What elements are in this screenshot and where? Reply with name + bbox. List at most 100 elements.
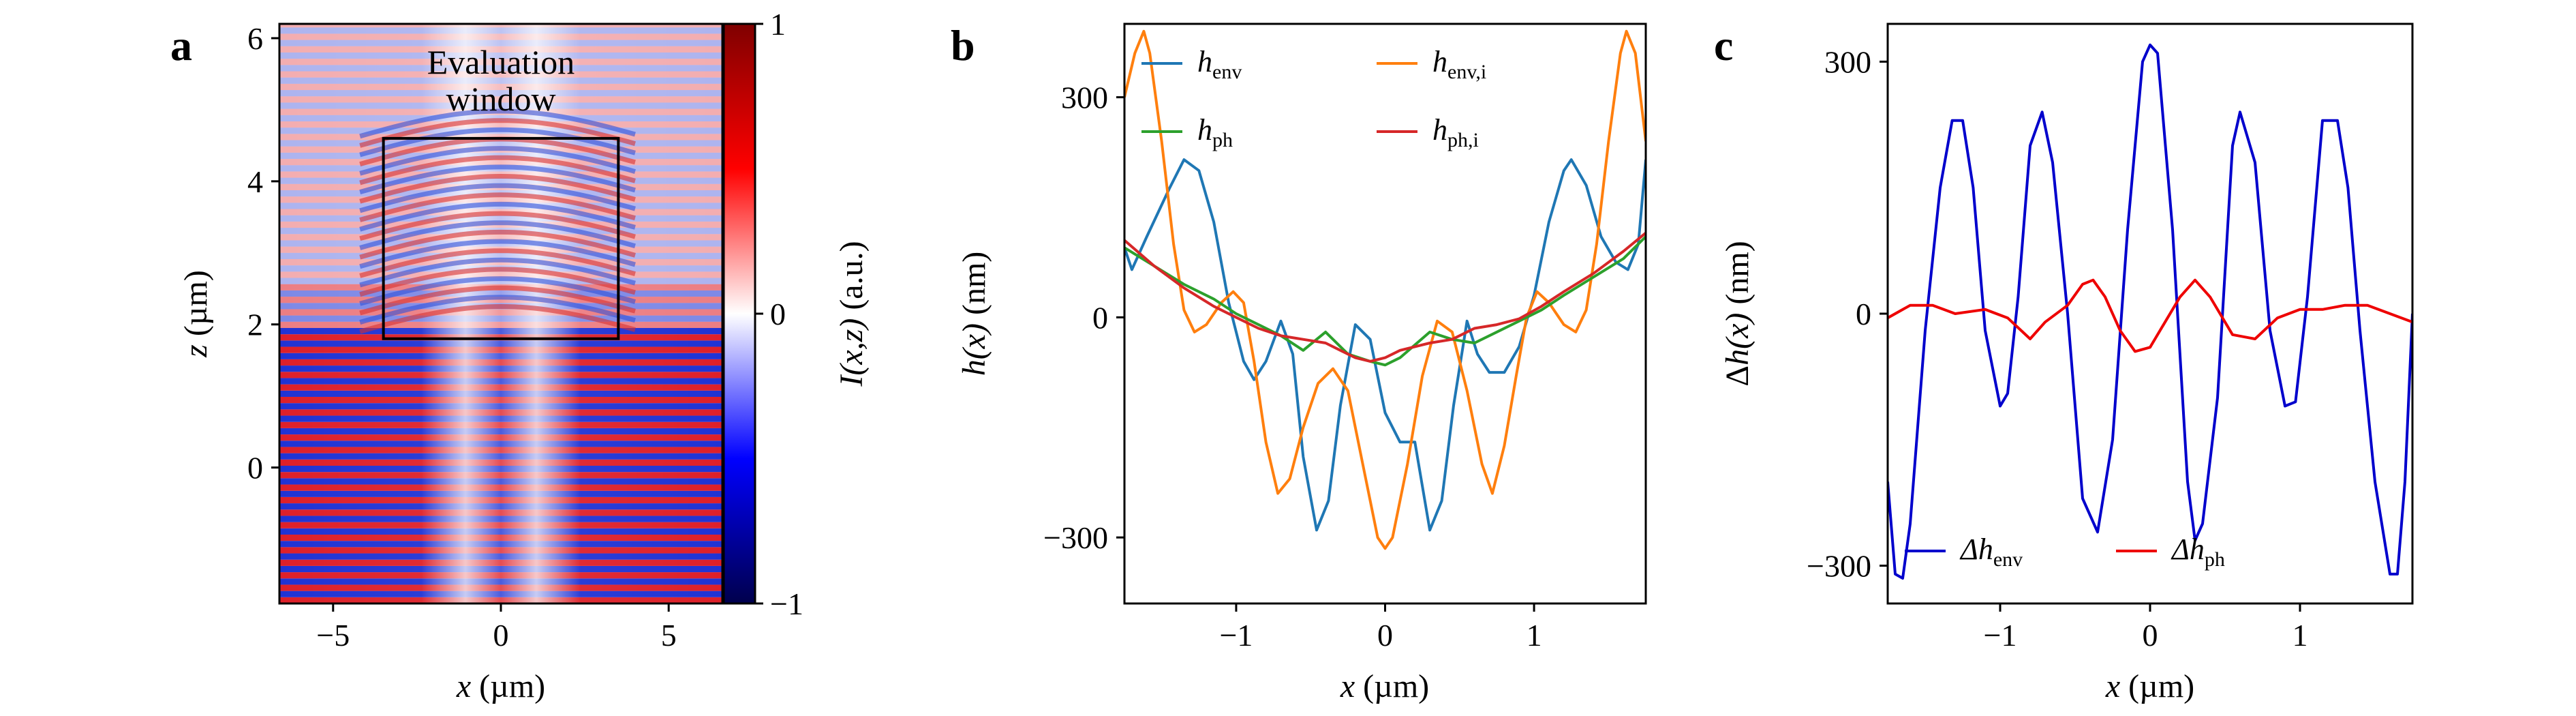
heatmap (279, 24, 722, 603)
series-line-Δh_env (1888, 43, 2412, 580)
panel-c-ylabel-var: h (1719, 349, 1755, 366)
legend-label: Δhph (2171, 533, 2225, 571)
series-line-h_env (1124, 158, 1646, 532)
heatmap-curved-fringe (359, 295, 636, 325)
panel-b-frame (1123, 23, 1647, 605)
panel-a-ylabel-var: z (178, 344, 214, 358)
colorbar-label-args: (x,z) (833, 318, 870, 376)
ytick-label: 300 (1061, 80, 1108, 115)
heatmap-curved-fringe (359, 155, 636, 185)
ytick-label: 0 (1092, 300, 1108, 335)
panel-c-ylabel-unit: (nm) (1719, 241, 1755, 312)
panel-a-xlabel: x (µm) (456, 668, 545, 704)
heatmap-curved-fringe (359, 285, 636, 316)
annotation-line-1: Evaluation (427, 43, 575, 81)
legend-label: henv (1197, 45, 1242, 83)
colorbar-label-unit: (a.u.) (833, 241, 870, 318)
heatmap-curved-fringe (359, 229, 636, 260)
panel-a: a Evaluation window −5 0 5 0 2 4 6 x (µm) z (µ… (170, 7, 870, 704)
panel-a-ytick-label: 6 (247, 21, 263, 56)
panel-b-xlabel-unit: (µm) (1355, 668, 1429, 704)
heatmap-curved-fringe (359, 201, 636, 232)
heatmap-curved-fringe (359, 127, 636, 158)
panel-c-ylabel-delta: Δ (1719, 366, 1755, 387)
ytick-label: −300 (1807, 549, 1871, 584)
panel-c-xlabel-var: x (2105, 668, 2120, 704)
heatmap-curved-fringe (359, 276, 636, 306)
xtick-label: −1 (1219, 618, 1253, 653)
colorbar-label: I(x,z) (a.u.) (833, 241, 870, 387)
colorbar-label-i: I (833, 374, 870, 387)
panel-a-ylabel: z (µm) (178, 270, 214, 358)
heatmap-curved-fringe (359, 257, 636, 288)
xtick-label: 1 (1527, 618, 1542, 653)
panel-a-xlabel-unit: (µm) (471, 668, 545, 704)
heatmap-curved-fringe (359, 108, 636, 139)
panel-a-ytick-label: 0 (247, 451, 263, 486)
panel-b-ylabel: h(x) (nm) (956, 252, 992, 376)
heatmap-curved-fringe (359, 164, 636, 194)
panel-b-xlabel-var: x (1340, 668, 1355, 704)
legend-label: hph (1197, 113, 1233, 151)
panel-b-ylabel-unit: (nm) (956, 252, 992, 323)
heatmap-curved-fringe (359, 173, 636, 204)
panel-a-ytick-label: 4 (247, 164, 263, 199)
panel-a-ytick-label: 2 (247, 308, 263, 342)
series-line-h_ph (1124, 235, 1646, 367)
ytick-label: 300 (1824, 44, 1871, 79)
colorbar-tick-label: −1 (770, 586, 803, 621)
legend-label: henv,i (1432, 45, 1486, 83)
panel-a-ylabel-unit: (µm) (178, 270, 214, 344)
heatmap-curved-fringe (359, 192, 636, 222)
heatmap-curved-fringe (359, 211, 636, 241)
colorbar-ticks: 1 0 −1 (755, 7, 803, 621)
panel-c-series (1888, 43, 2412, 580)
ytick-label: 0 (1856, 297, 1871, 331)
legend-label: hph,i (1432, 113, 1479, 151)
panel-a-xlabel-var: x (456, 668, 471, 704)
heatmap-curved-fringe (359, 118, 636, 148)
panel-b-series (1124, 29, 1646, 550)
heatmap-curved-fringes (359, 108, 636, 334)
panel-b-xlabel: x (µm) (1340, 668, 1429, 704)
series-line-h_env,i (1124, 29, 1646, 550)
series-line-h_ph,i (1124, 232, 1646, 363)
panel-c-ylabel: Δh(x) (nm) (1719, 241, 1755, 386)
panel-c-xlabel-unit: (µm) (2120, 668, 2194, 704)
panel-b-ylabel-var: h (956, 359, 992, 376)
heatmap-curved-fringe (359, 220, 636, 250)
panel-a-label: a (170, 21, 192, 70)
panel-b-ylabel-args: (x) (956, 323, 992, 359)
panel-c-xlabel: x (µm) (2105, 668, 2194, 704)
xtick-label: −1 (1984, 618, 2017, 653)
heatmap-curved-fringe (359, 146, 636, 176)
panel-b-axes: −1 0 1 −300 0 300 (1043, 80, 1542, 653)
panel-a-axes: −5 0 5 0 2 4 6 (247, 21, 677, 653)
heatmap-curved-fringe (359, 183, 636, 213)
xtick-label: 1 (2293, 618, 2308, 653)
panel-a-xtick-label: −5 (316, 618, 350, 653)
evaluation-window-box (382, 136, 620, 340)
heatmap-curved-fringe (359, 239, 636, 269)
annotation-line-2: window (446, 80, 555, 118)
series-line-Δh_ph (1888, 278, 2412, 353)
panel-c-ylabel-args: (x) (1719, 313, 1755, 349)
panel-b-legend: henv henv,i hph hph,i (1141, 45, 1486, 151)
ytick-label: −300 (1043, 520, 1108, 555)
panel-c: c −1 0 1 −300 0 300 Δhenv Δhph x (µm) Δh(x) (n… (1714, 21, 2414, 704)
colorbar-tick-label: 1 (770, 7, 786, 42)
panel-a-xtick-label: 5 (661, 618, 677, 653)
panel-b-label: b (951, 21, 975, 70)
panel-b: b −1 0 1 −300 0 300 henv henv,i hph hph,i x (µm)… (951, 21, 1647, 704)
colorbar-tick-label: 0 (770, 297, 786, 331)
heatmap-curved-fringe (359, 303, 636, 334)
panel-a-xtick-label: 0 (493, 618, 509, 653)
colorbar (724, 24, 755, 603)
panel-c-axes: −1 0 1 −300 0 300 (1807, 44, 2307, 653)
xtick-label: 0 (2143, 618, 2158, 653)
panel-c-frame (1886, 23, 2414, 605)
xtick-label: 0 (1377, 618, 1393, 653)
legend-label: Δhenv (1959, 533, 2023, 571)
heatmap-curved-fringe (359, 248, 636, 278)
